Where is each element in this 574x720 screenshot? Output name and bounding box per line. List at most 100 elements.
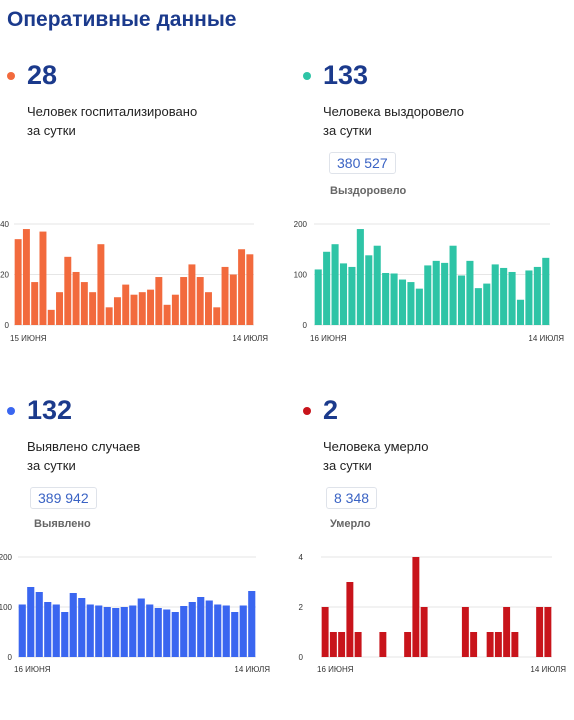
- bar: [511, 632, 519, 657]
- total-label: Умерло: [330, 518, 371, 530]
- stat-description: Выявлено случаев за сутки: [27, 437, 140, 475]
- bar: [27, 587, 35, 657]
- bar: [390, 273, 398, 325]
- bullet-dot: [303, 72, 311, 80]
- bar: [348, 266, 356, 325]
- bar: [508, 271, 516, 325]
- bar: [407, 282, 415, 325]
- stat-recovered: 133 Человека выздоровело за сутки 380 52…: [296, 55, 566, 385]
- bar: [120, 607, 128, 657]
- bar: [503, 607, 511, 657]
- bar: [180, 606, 188, 657]
- bar: [424, 265, 432, 325]
- bar: [72, 271, 80, 325]
- y-tick-label: 0: [5, 321, 10, 330]
- page-title: Оперативные данные: [7, 8, 237, 31]
- bullet-dot: [7, 72, 15, 80]
- deaths-chart: 0 2 4 16 ИЮНЯ 14 ИЮЛЯ: [299, 553, 567, 674]
- bar: [95, 605, 103, 657]
- bar: [404, 632, 412, 657]
- bar: [500, 267, 508, 325]
- bar: [86, 604, 94, 657]
- y-tick-label: 4: [299, 553, 304, 562]
- stat-description: Человека умерло за сутки: [323, 437, 429, 475]
- stat-description-line1: Выявлено случаев: [27, 439, 141, 454]
- bar: [196, 277, 204, 325]
- bar: [97, 244, 105, 325]
- bar: [432, 260, 440, 325]
- total-count-box: 380 527: [329, 152, 396, 174]
- bar: [373, 245, 381, 325]
- bar: [398, 279, 407, 325]
- bar: [486, 632, 494, 657]
- y-tick-label: 0: [299, 653, 304, 662]
- total-label: Выявлено: [34, 518, 91, 530]
- bar: [69, 593, 77, 657]
- y-tick-label: 100: [294, 271, 308, 280]
- bar: [354, 632, 362, 657]
- bar: [239, 605, 247, 657]
- bar: [221, 266, 229, 325]
- bar: [329, 632, 337, 657]
- stat-description-line1: Человека умерло: [323, 439, 429, 454]
- bullet-dot: [303, 407, 311, 415]
- y-tick-label: 200: [0, 553, 13, 562]
- y-tick-label: 2: [299, 603, 304, 612]
- bar: [197, 597, 205, 657]
- bar: [238, 249, 246, 325]
- bar: [246, 254, 254, 325]
- bar: [56, 292, 63, 325]
- x-end-label: 14 ИЮЛЯ: [528, 334, 564, 343]
- bar: [356, 229, 364, 325]
- x-start-label: 16 ИЮНЯ: [14, 665, 51, 674]
- y-tick-label: 200: [294, 220, 308, 229]
- bar: [163, 609, 171, 657]
- bar: [321, 607, 329, 657]
- bar: [47, 309, 55, 325]
- total-label: Выздоровело: [330, 185, 407, 197]
- stat-description-line2: за сутки: [27, 123, 76, 138]
- bar: [461, 607, 469, 657]
- bar: [52, 604, 60, 657]
- y-tick-label: 20: [0, 271, 9, 280]
- hospitalized-chart: 0 20 40 15 ИЮНЯ 14 ИЮЛЯ: [0, 220, 268, 343]
- bar: [180, 277, 188, 325]
- bar: [494, 632, 502, 657]
- bar: [483, 283, 491, 325]
- bar: [365, 255, 373, 325]
- bar: [323, 251, 331, 325]
- bar: [491, 264, 499, 325]
- stat-cases: 132 Выявлено случаев за сутки 389 942 Вы…: [0, 390, 270, 720]
- x-end-label: 14 ИЮЛЯ: [530, 665, 566, 674]
- bar: [449, 245, 457, 325]
- recovered-chart: 0 100 200 16 ИЮНЯ 14 ИЮЛЯ: [294, 220, 565, 343]
- stat-description-line2: за сутки: [323, 123, 372, 138]
- bar: [35, 592, 43, 657]
- bar: [122, 284, 130, 325]
- total-count-box: 389 942: [30, 487, 97, 509]
- stat-hospitalized: 28 Человек госпитализировано за сутки: [0, 55, 270, 385]
- y-tick-label: 0: [8, 653, 13, 662]
- total-count-box: 8 348: [326, 487, 378, 509]
- bar: [155, 277, 163, 325]
- bar: [171, 612, 179, 657]
- stat-deaths: 2 Человека умерло за сутки 8 348 Умерло: [296, 390, 566, 720]
- bar: [382, 272, 390, 325]
- bar: [457, 275, 466, 325]
- bar: [231, 612, 239, 657]
- stat-description-line1: Человека выздоровело: [323, 104, 464, 119]
- bar: [466, 260, 474, 325]
- bar: [112, 608, 120, 657]
- x-start-label: 16 ИЮНЯ: [310, 334, 347, 343]
- bar: [18, 604, 26, 657]
- bar: [420, 607, 428, 657]
- bar: [214, 604, 222, 657]
- bar: [415, 288, 423, 325]
- x-start-label: 15 ИЮНЯ: [10, 334, 47, 343]
- bar: [137, 598, 145, 657]
- bar: [113, 297, 121, 325]
- bar: [138, 292, 146, 325]
- bar: [89, 292, 97, 325]
- bar: [64, 256, 72, 325]
- bar: [146, 604, 154, 657]
